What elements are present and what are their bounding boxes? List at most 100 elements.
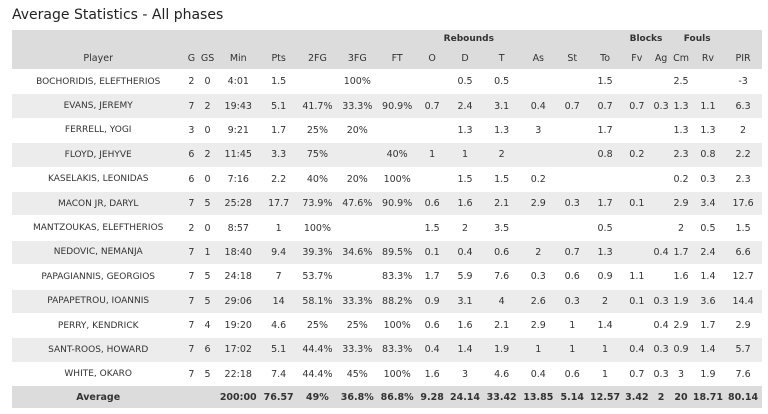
col-header-cm[interactable]: Cm: [670, 47, 692, 70]
stat-cell: [651, 68, 671, 94]
player-name-cell[interactable]: PERRY, KENDRICK: [12, 312, 185, 338]
stat-cell: 0.4: [651, 239, 671, 265]
stat-cell: [556, 215, 589, 241]
average-cell: 49%: [297, 386, 338, 409]
col-header-gs[interactable]: GS: [198, 47, 217, 70]
stat-cell: 1: [259, 215, 298, 241]
col-header-st[interactable]: St: [556, 47, 589, 70]
stat-cell: [417, 166, 448, 192]
stat-cell: 7: [184, 312, 199, 338]
stat-cell: 53.7%: [297, 264, 338, 290]
stat-cell: 5: [198, 190, 217, 216]
stat-cell: 1: [588, 337, 622, 363]
col-header-o[interactable]: O: [417, 47, 448, 70]
stat-cell: 0.1: [621, 288, 652, 314]
stat-cell: 58.1%: [297, 288, 338, 314]
col-header-2fg[interactable]: 2FG: [297, 47, 338, 70]
stat-cell: 2.2: [259, 166, 298, 192]
player-name-cell[interactable]: MANTZOUKAS, ELEFTHERIOS: [12, 215, 185, 241]
col-header-t[interactable]: T: [482, 47, 521, 70]
stat-cell: 2: [198, 142, 217, 168]
col-header-pir[interactable]: PIR: [724, 47, 762, 70]
stat-cell: [337, 264, 378, 290]
stat-cell: 2: [520, 239, 557, 265]
stat-cell: 2.3: [724, 166, 762, 192]
player-name-cell[interactable]: PAPAPETROU, IOANNIS: [12, 288, 185, 314]
stat-cell: 14: [259, 288, 298, 314]
col-header-ft[interactable]: FT: [377, 47, 418, 70]
stat-cell: 0: [198, 68, 217, 94]
stat-cell: 73.9%: [297, 190, 338, 216]
table-row: FLOYD, JEHYVE 6 2 11:45 3.3 75% 40% 1 1 2 0.8 0.2 2.…: [12, 142, 762, 168]
stat-cell: 11:45: [216, 142, 260, 168]
col-header-ag[interactable]: Ag: [651, 47, 671, 70]
stat-cell: [621, 215, 652, 241]
stat-cell: 7: [184, 288, 199, 314]
stat-cell: 3.1: [482, 93, 521, 119]
col-header-g[interactable]: G: [184, 47, 199, 70]
stat-cell: 1.4: [691, 264, 725, 290]
stat-cell: 0.4: [447, 239, 483, 265]
page-title: Average Statistics - All phases: [12, 7, 224, 23]
stat-cell: 89.5%: [377, 239, 418, 265]
stat-cell: 0.6: [417, 190, 448, 216]
stat-cell: 5.1: [259, 93, 298, 119]
player-name-cell[interactable]: NEDOVIC, NEMANJA: [12, 239, 185, 265]
stat-cell: 1.3: [670, 93, 692, 119]
player-name-cell[interactable]: BOCHORIDIS, ELEFTHERIOS: [12, 68, 185, 94]
stat-cell: [337, 215, 378, 241]
player-name-cell[interactable]: KASELAKIS, LEONIDAS: [12, 166, 185, 192]
stat-cell: 1.5: [724, 215, 762, 241]
stat-cell: 8:57: [216, 215, 260, 241]
stat-cell: 44.4%: [297, 337, 338, 363]
group-header-row: Rebounds Blocks Fouls: [12, 30, 762, 47]
stat-cell: 7.6: [724, 361, 762, 387]
stat-cell: 7: [184, 190, 199, 216]
col-header-fv[interactable]: Fv: [621, 47, 652, 70]
player-name-cell[interactable]: PAPAGIANNIS, GEORGIOS: [12, 264, 185, 290]
stat-cell: 2: [482, 142, 521, 168]
stat-cell: 1.3: [482, 117, 521, 143]
stat-cell: [588, 166, 622, 192]
stat-cell: 5.9: [447, 264, 483, 290]
stat-cell: 0.5: [588, 215, 622, 241]
stat-cell: 0.9: [417, 288, 448, 314]
player-name-cell[interactable]: WHITE, OKARO: [12, 361, 185, 387]
stat-cell: 2.2: [724, 142, 762, 168]
stat-cell: 0.3: [651, 93, 671, 119]
average-cell: 36.8%: [337, 386, 378, 409]
player-name-cell[interactable]: EVANS, JEREMY: [12, 93, 185, 119]
stat-cell: 90.9%: [377, 93, 418, 119]
stat-cell: 2.3: [670, 142, 692, 168]
col-header-pts[interactable]: Pts: [259, 47, 298, 70]
stat-cell: 3.3: [259, 142, 298, 168]
stat-cell: 0.3: [651, 337, 671, 363]
stat-cell: 0.3: [556, 288, 589, 314]
player-name-cell[interactable]: MACON JR, DARYL: [12, 190, 185, 216]
stat-cell: 7: [184, 361, 199, 387]
player-name-cell[interactable]: FLOYD, JEHYVE: [12, 142, 185, 168]
col-header-min[interactable]: Min: [216, 47, 260, 70]
stat-cell: 2: [670, 215, 692, 241]
stat-cell: 3.1: [447, 288, 483, 314]
col-header-3fg[interactable]: 3FG: [337, 47, 378, 70]
stat-cell: 3: [670, 361, 692, 387]
stat-cell: 2.9: [724, 312, 762, 338]
stat-cell: 0.3: [520, 264, 557, 290]
stat-cell: 2.1: [482, 312, 521, 338]
col-header-rv[interactable]: Rv: [691, 47, 725, 70]
average-cell: [198, 386, 217, 409]
stat-cell: 5: [198, 288, 217, 314]
stat-cell: 0.3: [691, 166, 725, 192]
stat-cell: 1.5: [482, 166, 521, 192]
col-header-d[interactable]: D: [447, 47, 483, 70]
player-name-cell[interactable]: SANT-ROOS, HOWARD: [12, 337, 185, 363]
stat-cell: 17.6: [724, 190, 762, 216]
player-name-cell[interactable]: FERRELL, YOGI: [12, 117, 185, 143]
stat-cell: [621, 166, 652, 192]
col-header-player[interactable]: Player: [12, 47, 185, 70]
stat-cell: 0.7: [556, 239, 589, 265]
col-header-as[interactable]: As: [520, 47, 557, 70]
stat-cell: 22:18: [216, 361, 260, 387]
col-header-to[interactable]: To: [588, 47, 622, 70]
